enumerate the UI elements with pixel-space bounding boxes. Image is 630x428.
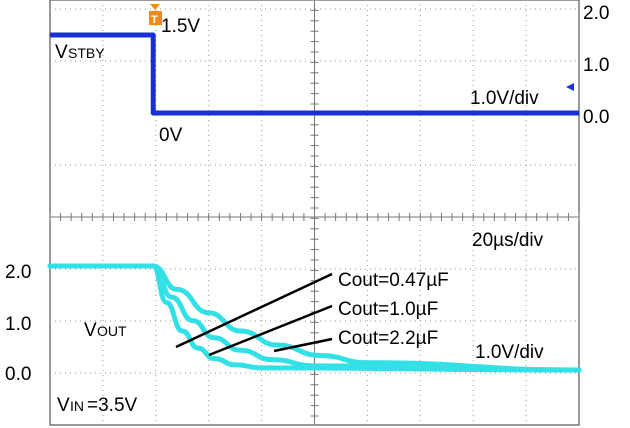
vout-trace-2-point — [578, 369, 580, 371]
vout-trace-0-point — [197, 347, 199, 349]
bottom-scale-label: 1.0V/div — [475, 342, 544, 363]
vout-trace-1-point — [239, 349, 242, 351]
trigger-marker-letter: T — [151, 14, 158, 26]
left-tick-2: 2.0 — [5, 262, 31, 283]
level-low-label: 0V — [159, 125, 183, 146]
right-tick-2: 2.0 — [583, 3, 609, 24]
vin-label-value: =3.5V — [87, 395, 138, 416]
time-div-label: 20µs/div — [472, 230, 544, 251]
vout-trace-1-point — [171, 296, 173, 298]
vout-label-main: V — [84, 320, 97, 341]
vout-trace-1-point — [213, 337, 215, 339]
right-tick-1: 1.0 — [583, 55, 609, 76]
annotation-leader-22 — [273, 337, 333, 353]
vout-trace-0-point — [165, 301, 167, 303]
vin-label-sub: IN — [70, 398, 84, 414]
vout-trace-0-point — [261, 367, 263, 369]
trigger-marker: T — [149, 4, 162, 26]
left-tick-1: 1.0 — [5, 314, 31, 335]
vstby-trace-0-point — [578, 112, 580, 114]
vout-trace-0-point — [213, 357, 215, 360]
vout-trace-2-point — [49, 265, 51, 267]
vout-trace-2-point — [366, 362, 368, 364]
vout-trace-2-point — [176, 288, 178, 290]
vout-trace-2 — [47, 263, 582, 373]
vout-trace-2-point — [276, 344, 279, 346]
vstby-trace-0-point — [152, 112, 154, 114]
left-tick-0: 0.0 — [5, 364, 31, 385]
annotation-leader-10 — [208, 304, 333, 357]
annotation-cout-22: Cout=2.2µF — [338, 328, 438, 349]
vout-trace-1-point — [271, 359, 273, 361]
level-high-label: 1.5V — [161, 16, 200, 37]
vout-trace-2-point — [239, 330, 242, 332]
vstby-label-sub: STBY — [68, 45, 105, 61]
ground-marker-icon — [566, 83, 574, 91]
vstby-trace-0-point — [49, 34, 51, 36]
vstby-trace-0-point — [152, 34, 154, 36]
top-scale-label: 1.0V/div — [470, 88, 539, 109]
annotation-cout-047: Cout=0.47µF — [338, 270, 449, 291]
right-tick-0: 0.0 — [583, 107, 609, 128]
plot-grid — [49, 0, 580, 425]
vin-label-main: V — [57, 395, 70, 416]
vout-label-sub: OUT — [97, 323, 127, 339]
annotation-cout-10: Cout=1.0µF — [338, 299, 438, 320]
vstby-trace-0 — [50, 32, 579, 116]
vout-trace-2-point — [152, 265, 154, 267]
vstby-label-main: V — [55, 42, 68, 63]
annotation-leader-047 — [175, 272, 333, 349]
vout-trace-1-point — [313, 365, 316, 367]
vout-trace-2-point — [319, 354, 321, 357]
vout-trace-1-point — [192, 320, 194, 322]
vout-trace-0-point — [234, 364, 236, 366]
traces — [47, 32, 582, 373]
vout-trace-2-point — [208, 312, 210, 314]
vout-trace-0-point — [181, 330, 183, 332]
